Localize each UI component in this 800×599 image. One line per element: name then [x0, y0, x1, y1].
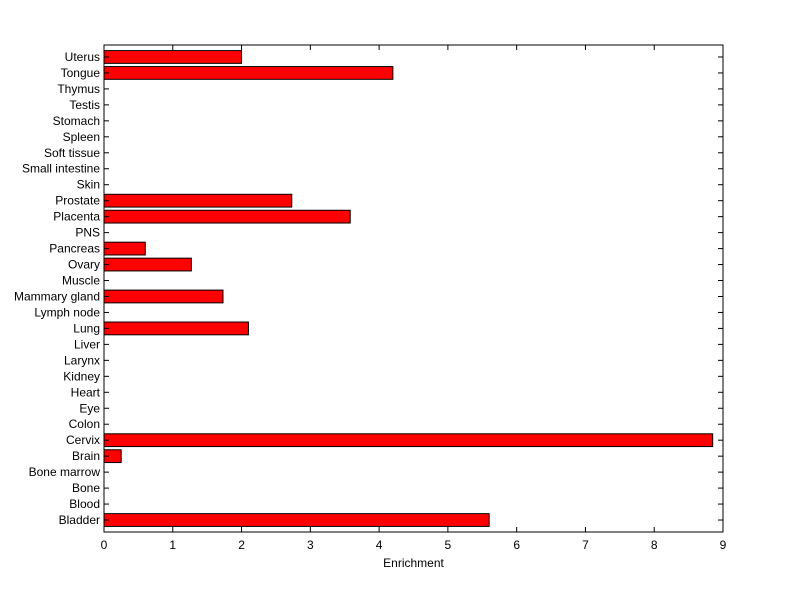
- y-tick-label: Liver: [74, 337, 100, 351]
- y-tick-label: Bladder: [59, 513, 100, 527]
- bar-tongue: [103, 66, 394, 80]
- y-tick-label: Lymph node: [34, 305, 100, 319]
- bars-group: [103, 50, 714, 527]
- y-tick-label: Eye: [79, 401, 100, 415]
- labels-group: Bladder Blood Bone Bone marrow Brain Cervix Co…: [14, 50, 727, 552]
- y-tick-label: Prostate: [55, 194, 100, 208]
- y-tick-label: Blood: [69, 497, 100, 511]
- bar-ovary: [103, 257, 192, 272]
- y-tick-label: Spleen: [63, 130, 100, 144]
- bar-cervix: [103, 433, 714, 448]
- x-tick-label: 2: [238, 538, 245, 552]
- y-tick-label: Uterus: [65, 50, 100, 64]
- bar-mammary-gland: [103, 289, 224, 304]
- y-tick-label: Testis: [69, 98, 100, 112]
- x-tick-label: 5: [445, 538, 452, 552]
- y-tick-label: Ovary: [68, 258, 100, 272]
- x-tick-label: 3: [307, 538, 314, 552]
- y-tick-label: Small intestine: [22, 162, 100, 176]
- bar-placenta: [103, 209, 351, 224]
- y-tick-label: Skin: [77, 178, 100, 192]
- y-tick-label: Lung: [73, 321, 100, 335]
- y-tick-label: Cervix: [66, 433, 100, 447]
- y-tick-label: Mammary gland: [14, 289, 100, 303]
- x-tick-label: 4: [376, 538, 383, 552]
- y-tick-label: Thymus: [57, 82, 100, 96]
- x-axis-label: Enrichment: [383, 556, 444, 570]
- y-tick-label: Larynx: [64, 353, 100, 367]
- y-tick-label: Brain: [72, 449, 100, 463]
- y-tick-label: Pancreas: [49, 242, 100, 256]
- bar-uterus: [103, 50, 243, 64]
- ticks-group: [103, 45, 724, 532]
- y-tick-label: Bone marrow: [29, 465, 101, 479]
- y-tick-label: Soft tissue: [44, 146, 100, 160]
- y-tick-label: Placenta: [53, 210, 100, 224]
- y-tick-label: Kidney: [63, 369, 100, 383]
- bar-prostate: [103, 193, 293, 208]
- y-tick-label: PNS: [75, 226, 100, 240]
- x-tick-label: 9: [720, 538, 727, 552]
- y-tick-label: Heart: [71, 385, 101, 399]
- bar-lung: [103, 321, 249, 336]
- x-tick-label: 8: [651, 538, 658, 552]
- y-tick-label: Colon: [69, 417, 100, 431]
- x-tick-label: 7: [582, 538, 589, 552]
- bar-pancreas: [103, 241, 146, 256]
- y-tick-label: Muscle: [62, 274, 100, 288]
- x-tick-label: 1: [169, 538, 176, 552]
- y-tick-label: Stomach: [53, 114, 100, 128]
- y-tick-label: Tongue: [61, 66, 101, 80]
- plot-area-frame: [103, 44, 724, 533]
- y-tick-label: Bone: [72, 481, 100, 495]
- x-tick-label: 0: [101, 538, 108, 552]
- x-tick-label: 6: [513, 538, 520, 552]
- bar-bladder: [103, 513, 490, 527]
